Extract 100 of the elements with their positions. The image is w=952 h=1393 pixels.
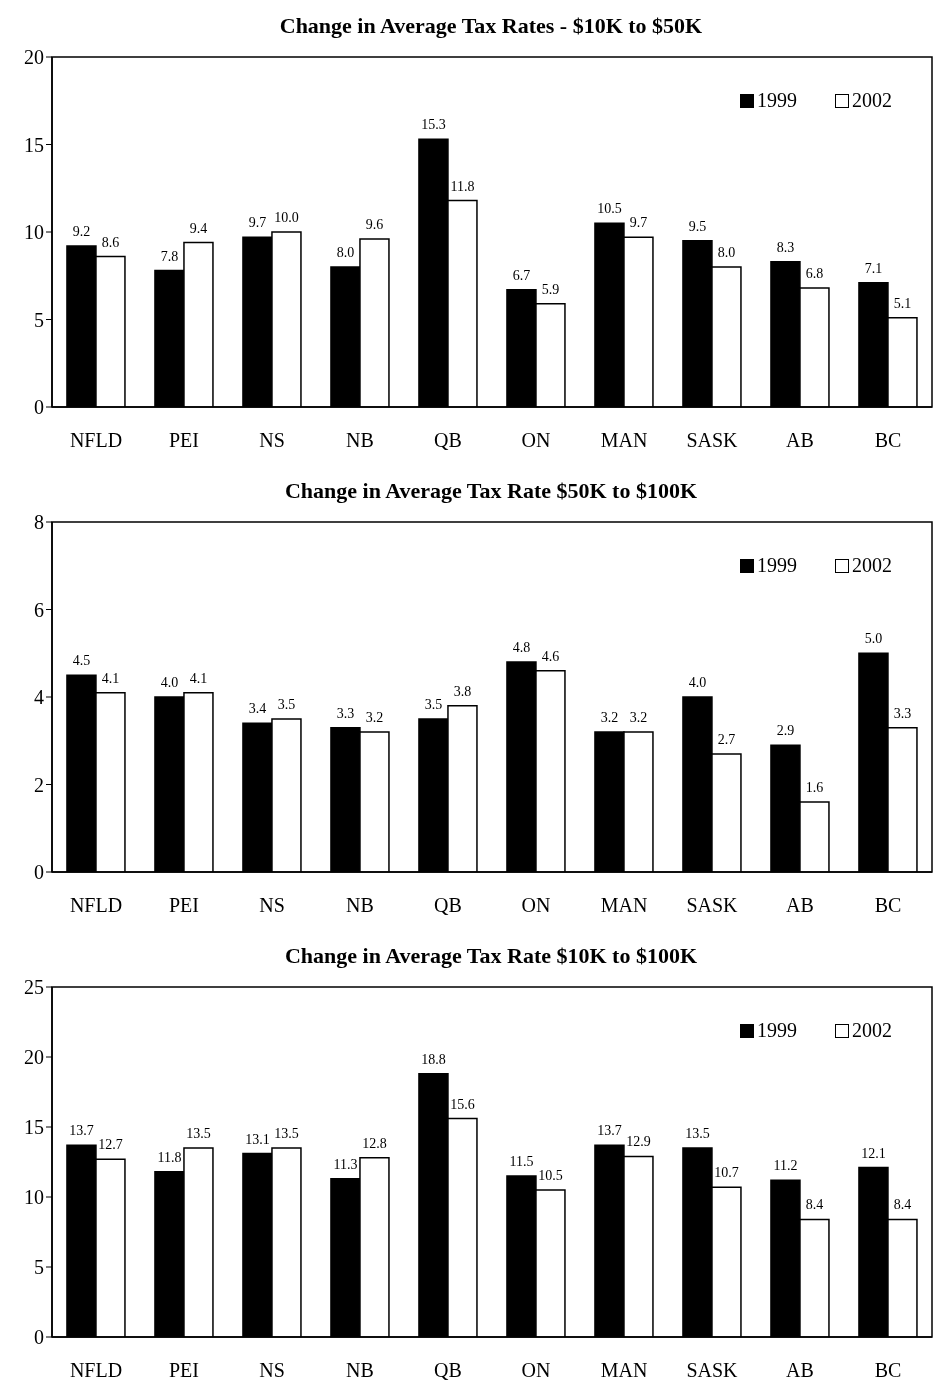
- data-label: 9.7: [248, 215, 267, 231]
- y-tick-label: 0: [34, 396, 44, 419]
- data-label: 13.5: [274, 1126, 299, 1141]
- data-label: 4.0: [688, 675, 707, 690]
- data-label: 7.8: [160, 248, 179, 264]
- legend-label: 1999: [757, 554, 797, 577]
- x-tick-label: SASK: [686, 429, 739, 452]
- data-label: 13.5: [186, 1126, 211, 1141]
- data-label: 12.7: [98, 1137, 123, 1153]
- data-label: 13.5: [685, 1126, 710, 1141]
- chart-title: Change in Average Tax Rates - $10K to $50K: [278, 12, 704, 40]
- data-label: 4.1: [189, 670, 208, 686]
- data-label: 3.5: [277, 696, 296, 712]
- data-label: 3.2: [629, 710, 648, 725]
- data-label: 2.7: [717, 731, 736, 747]
- y-tick-label: 25: [24, 976, 44, 999]
- data-label: 4.1: [101, 670, 120, 686]
- data-label: 9.6: [365, 217, 384, 232]
- y-tick-label: 5: [34, 308, 44, 331]
- data-label: 11.5: [509, 1154, 534, 1169]
- x-tick-label: ON: [521, 1359, 551, 1382]
- data-label: 10.7: [714, 1165, 739, 1181]
- x-tick-label: BC: [874, 1359, 902, 1382]
- y-tick-label: 20: [24, 1046, 44, 1069]
- x-tick-label: ON: [521, 894, 551, 917]
- data-label: 12.8: [362, 1135, 387, 1151]
- data-label: 11.2: [773, 1158, 798, 1174]
- y-tick-label: 6: [34, 598, 44, 621]
- x-tick-label: NFLD: [69, 429, 123, 452]
- data-label: 2.9: [776, 723, 795, 739]
- data-label: 3.3: [336, 705, 355, 721]
- x-tick-label: NB: [346, 894, 374, 917]
- data-label: 4.0: [160, 675, 179, 690]
- data-label: 13.7: [69, 1123, 94, 1139]
- y-tick-label: 10: [24, 1186, 44, 1209]
- data-label: 3.2: [600, 710, 619, 725]
- data-label: 18.8: [421, 1051, 446, 1067]
- data-label: 11.8: [450, 178, 475, 194]
- y-tick-label: 5: [34, 1256, 44, 1279]
- x-tick-label: NS: [259, 894, 285, 917]
- chart-title: Change in Average Tax Rate $10K to $100K: [283, 942, 699, 970]
- legend-label: 2002: [852, 1019, 892, 1042]
- data-label: 8.4: [805, 1197, 824, 1213]
- data-label: 1.6: [805, 780, 824, 795]
- x-tick-label: MAN: [600, 429, 648, 452]
- x-tick-label: MAN: [600, 1359, 648, 1382]
- data-label: 5.0: [864, 631, 883, 647]
- data-label: 4.5: [72, 653, 91, 669]
- data-label: 7.1: [864, 260, 883, 276]
- x-tick-label: QB: [434, 429, 462, 452]
- data-label: 3.3: [893, 705, 912, 721]
- x-tick-label: BC: [874, 429, 902, 452]
- x-tick-label: MAN: [600, 894, 648, 917]
- x-tick-label: AB: [786, 894, 814, 917]
- data-label: 12.1: [861, 1145, 886, 1161]
- data-label: 13.7: [597, 1123, 622, 1139]
- y-tick-label: 15: [24, 133, 44, 156]
- data-label: 8.6: [101, 234, 120, 250]
- data-label: 13.1: [245, 1131, 270, 1147]
- data-label: 8.0: [717, 245, 736, 260]
- data-label: 9.4: [189, 220, 208, 236]
- y-tick-label: 2: [34, 773, 44, 796]
- x-tick-label: NFLD: [69, 894, 123, 917]
- y-tick-label: 0: [34, 861, 44, 884]
- x-tick-label: AB: [786, 429, 814, 452]
- y-tick-label: 4: [34, 686, 44, 709]
- data-label: 3.4: [248, 701, 267, 717]
- x-tick-label: NFLD: [69, 1359, 123, 1382]
- data-label: 4.8: [512, 640, 531, 655]
- x-tick-label: NS: [259, 1359, 285, 1382]
- y-tick-label: 0: [34, 1326, 44, 1349]
- data-label: 4.6: [541, 648, 560, 664]
- x-tick-label: QB: [434, 894, 462, 917]
- x-tick-label: AB: [786, 1359, 814, 1382]
- data-label: 10.5: [538, 1168, 563, 1183]
- x-tick-label: PEI: [169, 894, 199, 917]
- x-tick-label: PEI: [169, 1359, 199, 1382]
- x-tick-label: QB: [434, 1359, 462, 1382]
- x-tick-label: NB: [346, 429, 374, 452]
- legend-label: 2002: [852, 89, 892, 112]
- data-label: 6.7: [512, 267, 531, 283]
- data-label: 12.9: [626, 1134, 651, 1150]
- data-label: 9.2: [72, 224, 91, 239]
- x-tick-label: NS: [259, 429, 285, 452]
- data-label: 5.1: [893, 295, 912, 311]
- x-tick-label: BC: [874, 894, 902, 917]
- data-label: 8.3: [776, 239, 795, 255]
- legend-label: 2002: [852, 554, 892, 577]
- chart-title: Change in Average Tax Rate $50K to $100K: [283, 477, 699, 505]
- y-tick-label: 10: [24, 221, 44, 244]
- data-label: 8.0: [336, 245, 355, 260]
- data-label: 10.5: [597, 201, 622, 217]
- data-label: 11.3: [333, 1156, 358, 1172]
- data-label: 9.5: [688, 218, 707, 234]
- data-label: 15.3: [421, 117, 446, 133]
- data-label: 3.5: [424, 696, 443, 712]
- x-tick-label: SASK: [686, 1359, 739, 1382]
- y-tick-label: 20: [24, 46, 44, 69]
- data-label: 15.6: [450, 1096, 475, 1112]
- x-tick-label: PEI: [169, 429, 199, 452]
